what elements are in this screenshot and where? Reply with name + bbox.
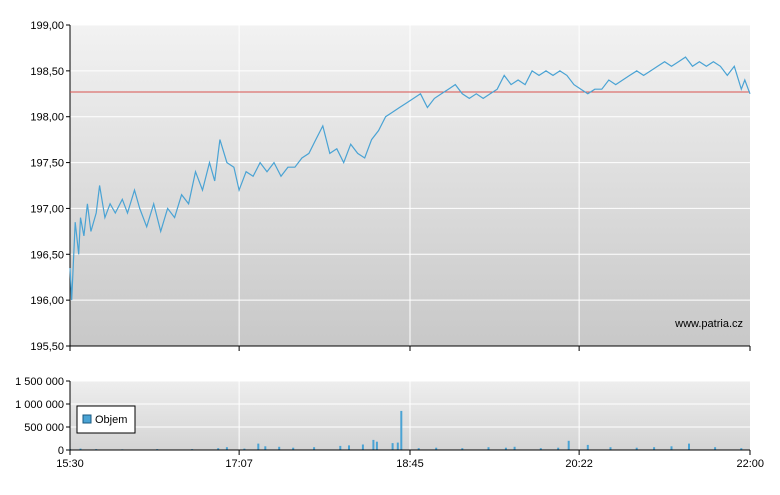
volume-legend: Objem — [76, 405, 136, 434]
volume-bar — [257, 443, 260, 450]
price-y-tick-label: 198,50 — [30, 66, 64, 78]
volume-bar — [348, 445, 350, 450]
volume-bar — [714, 447, 717, 450]
price-y-tick-label: 196,50 — [30, 249, 64, 261]
volume-y-tick-label: 500 000 — [24, 422, 64, 434]
volume-y-tick-label: 1 000 000 — [15, 399, 64, 411]
volume-bar — [79, 448, 82, 450]
volume-bar — [372, 439, 375, 450]
price-y-tick-label: 197,00 — [30, 203, 64, 215]
volume-bar — [217, 448, 220, 450]
price-y-tick-label: 195,50 — [30, 341, 64, 353]
volume-bar — [400, 410, 403, 450]
x-tick-label: 18:45 — [396, 458, 424, 470]
volume-bar — [609, 447, 612, 450]
x-tick-label: 17:07 — [225, 458, 253, 470]
volume-bar — [586, 444, 589, 450]
x-tick-label: 22:00 — [736, 458, 764, 470]
price-y-tick-label: 196,00 — [30, 295, 64, 307]
volume-bar — [278, 446, 281, 450]
volume-bar — [539, 448, 542, 450]
price-x-ticks — [69, 346, 751, 351]
volume-bar — [417, 448, 420, 450]
volume-bar — [461, 448, 464, 450]
price-y-tick-label: 197,50 — [30, 158, 64, 170]
volume-bar — [264, 446, 267, 450]
legend-swatch — [82, 414, 92, 424]
volume-bar — [487, 447, 490, 450]
volume-bar — [339, 445, 342, 450]
volume-bar — [361, 444, 364, 450]
volume-bar — [740, 448, 743, 450]
price-y-tick-label: 199,00 — [30, 20, 64, 32]
volume-bar — [513, 446, 516, 450]
volume-y-axis: 1 500 000 1 000 000 500 000 0 — [15, 376, 70, 457]
watermark: www.patria.cz — [674, 318, 743, 330]
volume-bar — [243, 448, 246, 450]
x-tick-label: 20:22 — [565, 458, 593, 470]
x-tick-label: 15:30 — [56, 458, 84, 470]
volume-x-axis: 15:30 17:07 18:45 20:22 22:00 — [56, 450, 764, 470]
price-y-axis: 199,00 198,50 198,00 197,50 197,00 196,50 196,… — [30, 20, 70, 353]
volume-bar — [391, 443, 394, 450]
volume-y-tick-label: 1 500 000 — [15, 376, 64, 388]
volume-y-tick-label: 0 — [58, 445, 64, 457]
volume-bar — [292, 447, 295, 450]
price-series-line — [69, 56, 751, 301]
volume-bar — [375, 441, 378, 450]
volume-bar — [396, 442, 399, 450]
volume-bar — [635, 447, 638, 450]
volume-bar — [225, 447, 228, 450]
volume-bar — [504, 447, 507, 450]
volume-bar — [670, 446, 673, 450]
legend-label: Objem — [95, 414, 127, 426]
volume-bar — [313, 447, 316, 450]
price-y-tick-label: 198,00 — [30, 112, 64, 124]
volume-bar — [567, 440, 570, 450]
volume-bar — [653, 447, 656, 450]
volume-bar — [435, 447, 438, 450]
volume-bar — [557, 447, 560, 450]
volume-bar — [688, 443, 690, 450]
